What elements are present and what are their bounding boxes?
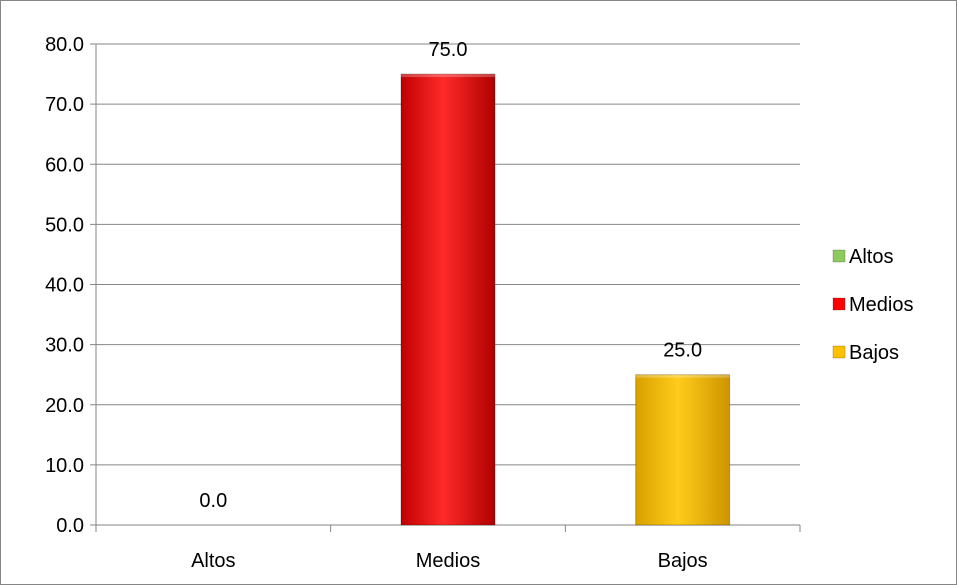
y-tick-label: 80.0	[45, 34, 84, 56]
x-category-label: Medios	[416, 550, 480, 572]
data-label: 75.0	[429, 39, 468, 61]
y-tick-label: 30.0	[45, 335, 84, 357]
data-labels: 0.0 75.0 25.0	[199, 39, 702, 512]
legend-swatch	[832, 249, 846, 263]
x-category-label: Bajos	[658, 550, 708, 572]
bar-medios	[400, 73, 496, 526]
legend: Altos Medios Bajos	[832, 246, 913, 364]
x-axis-category-labels: Altos Medios Bajos	[191, 550, 708, 572]
bars	[400, 73, 731, 526]
y-tick-label: 10.0	[45, 455, 84, 477]
data-label: 0.0	[199, 490, 227, 512]
y-tick-label: 70.0	[45, 94, 84, 116]
y-tick-label: 50.0	[45, 214, 84, 236]
y-tick-label: 60.0	[45, 154, 84, 176]
y-tick-label: 0.0	[56, 515, 84, 537]
legend-swatch	[832, 297, 846, 311]
legend-swatch	[832, 345, 846, 359]
bar-highlight	[401, 74, 495, 78]
y-tick-label: 40.0	[45, 275, 84, 297]
y-axis-tick-labels: 0.0 10.0 20.0 30.0 40.0 50.0 60.0 70.0 80.0	[45, 34, 84, 537]
bar-bajos	[635, 374, 731, 526]
y-tick-label: 20.0	[45, 395, 84, 417]
legend-label: Medios	[849, 294, 913, 316]
data-label: 25.0	[663, 340, 702, 362]
x-category-label: Altos	[191, 550, 235, 572]
bar-highlight	[635, 374, 730, 378]
legend-label: Altos	[849, 246, 893, 268]
legend-label: Bajos	[849, 342, 899, 364]
